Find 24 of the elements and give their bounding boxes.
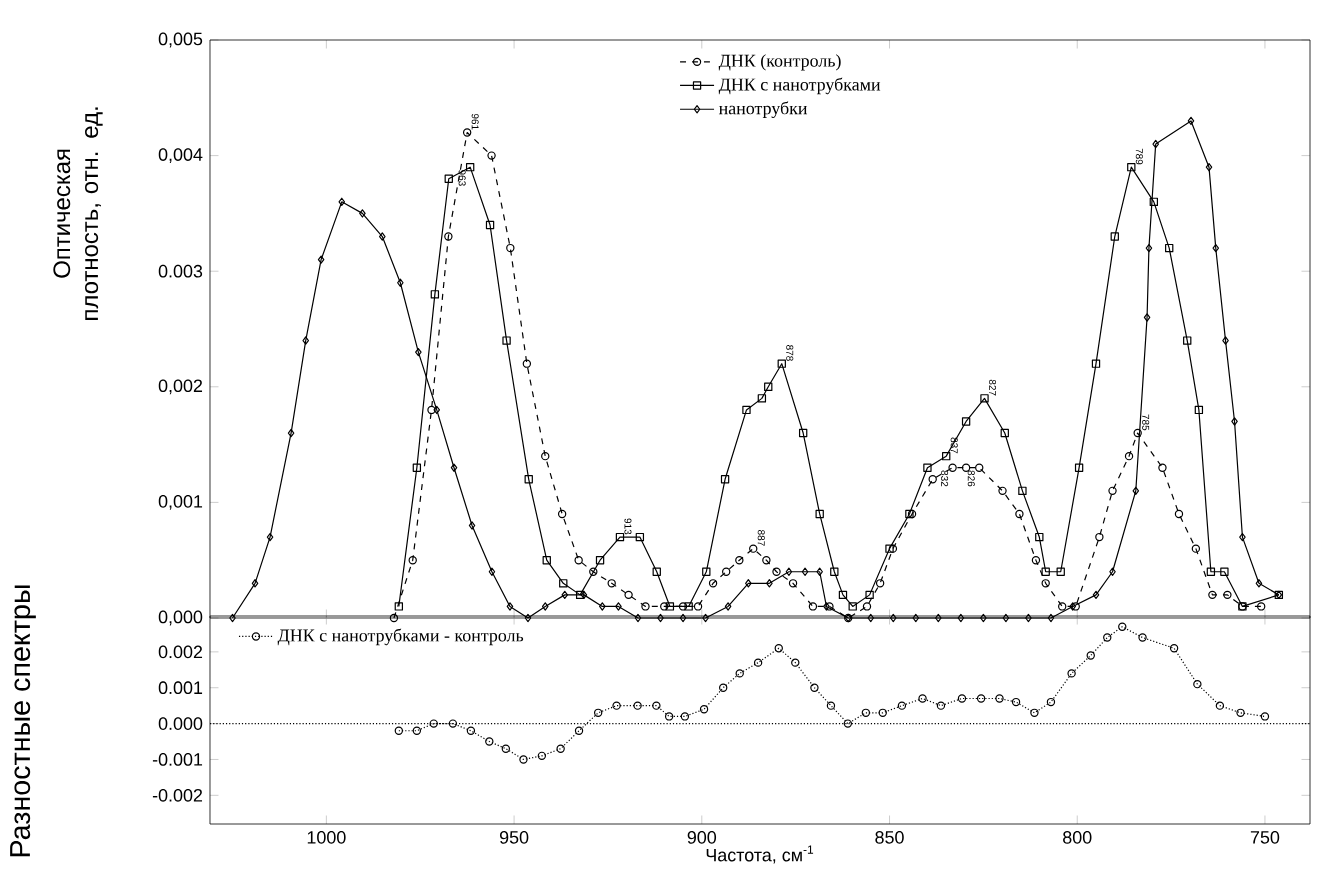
x-tick-label: 850 bbox=[875, 831, 904, 844]
x-tick-label: 750 bbox=[1250, 831, 1280, 844]
legend-label: ДНК с нанотрубками - контроль bbox=[277, 628, 524, 646]
y-tick-label: 0.001 bbox=[158, 681, 203, 695]
x-tick-label: 900 bbox=[687, 831, 717, 844]
y-axis-title: Разностные спектры bbox=[10, 585, 36, 857]
y-axis-title: Оптическая плотность, отн. ед. bbox=[53, 107, 103, 320]
y-tick-label: 0.002 bbox=[158, 645, 203, 659]
legend-label: ДНК с нанотрубками bbox=[718, 77, 881, 95]
legend-label: нанотрубки bbox=[718, 101, 808, 119]
y-tick-label: 0,002 bbox=[158, 379, 203, 395]
y-tick-label: 0.000 bbox=[158, 717, 203, 730]
y-tick-label: -0.002 bbox=[152, 788, 203, 802]
y-tick-label: 0,005 bbox=[158, 32, 203, 48]
y-tick-label: 0.003 bbox=[158, 264, 203, 278]
y-tick-label: 0,001 bbox=[158, 494, 203, 510]
y-tick-label: -0.001 bbox=[152, 753, 203, 766]
x-tick-label: 1000 bbox=[307, 831, 346, 844]
y-tick-label: 0,000 bbox=[158, 610, 203, 626]
x-tick-label: 800 bbox=[1063, 831, 1092, 844]
y-tick-label: 0,004 bbox=[158, 148, 203, 163]
x-tick-label: 950 bbox=[499, 831, 529, 844]
legend-label: ДНК (контроль) bbox=[718, 54, 841, 71]
x-axis-title: Частота, см$^{-1}$ bbox=[706, 845, 814, 864]
